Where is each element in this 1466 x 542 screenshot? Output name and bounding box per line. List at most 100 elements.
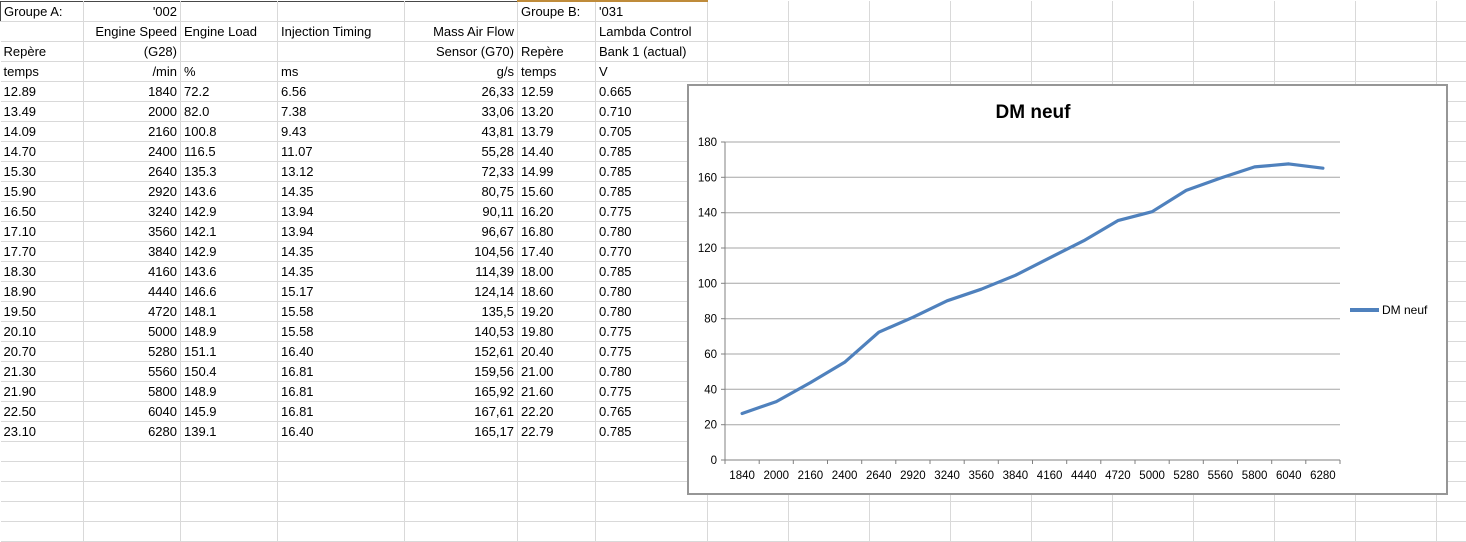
grid-cell-injection-timing-r3[interactable]: ms [278, 62, 405, 82]
grid-cell-mass-air-flow-r3[interactable]: g/s [405, 62, 518, 82]
grid-cell-empty[interactable] [951, 42, 1032, 62]
grid-cell-engine-load-r21[interactable]: 139.1 [181, 422, 278, 442]
grid-cell-mass-air-flow-r26[interactable] [405, 522, 518, 542]
grid-cell-repere-temps-a-r20[interactable]: 22.50 [1, 402, 84, 422]
grid-cell-mass-air-flow-r5[interactable]: 33,06 [405, 102, 518, 122]
grid-cell-mass-air-flow-r11[interactable]: 96,67 [405, 222, 518, 242]
grid-cell-empty[interactable] [1356, 522, 1437, 542]
grid-cell-repere-temps-a-r26[interactable] [1, 522, 84, 542]
grid-cell-empty[interactable] [1275, 62, 1356, 82]
grid-cell-engine-speed-r26[interactable] [84, 522, 181, 542]
chart-title[interactable]: DM neuf [996, 102, 1072, 123]
grid-cell-injection-timing-r17[interactable]: 16.40 [278, 342, 405, 362]
grid-cell-mass-air-flow-r1[interactable]: Mass Air Flow [405, 22, 518, 42]
grid-cell-engine-speed-r7[interactable]: 2400 [84, 142, 181, 162]
grid-cell-injection-timing-r12[interactable]: 14.35 [278, 242, 405, 262]
grid-cell-engine-load-r2[interactable] [181, 42, 278, 62]
grid-cell-empty[interactable] [1356, 22, 1437, 42]
grid-cell-repere-temps-b-r15[interactable]: 19.20 [518, 302, 596, 322]
grid-cell-empty[interactable] [1356, 502, 1437, 522]
grid-cell-injection-timing-r6[interactable]: 9.43 [278, 122, 405, 142]
grid-cell-empty[interactable] [789, 502, 870, 522]
grid-cell-empty[interactable] [1194, 42, 1275, 62]
grid-cell-empty[interactable] [1437, 502, 1466, 522]
grid-cell-injection-timing-r20[interactable]: 16.81 [278, 402, 405, 422]
grid-cell-engine-speed-r8[interactable]: 2640 [84, 162, 181, 182]
grid-cell-empty[interactable] [1275, 522, 1356, 542]
grid-cell-empty[interactable] [1194, 522, 1275, 542]
grid-cell-repere-temps-b-r14[interactable]: 18.60 [518, 282, 596, 302]
grid-cell-mass-air-flow-r25[interactable] [405, 502, 518, 522]
grid-cell-empty[interactable] [1194, 502, 1275, 522]
grid-cell-injection-timing-r0[interactable] [278, 1, 405, 22]
grid-cell-repere-temps-a-r19[interactable]: 21.90 [1, 382, 84, 402]
grid-cell-empty[interactable] [870, 1, 951, 22]
grid-cell-repere-temps-a-r8[interactable]: 15.30 [1, 162, 84, 182]
grid-cell-engine-load-r16[interactable]: 148.9 [181, 322, 278, 342]
grid-cell-repere-temps-b-r7[interactable]: 14.40 [518, 142, 596, 162]
grid-cell-repere-temps-a-r23[interactable] [1, 462, 84, 482]
grid-cell-engine-speed-r10[interactable]: 3240 [84, 202, 181, 222]
grid-cell-empty[interactable] [789, 62, 870, 82]
grid-cell-engine-speed-r16[interactable]: 5000 [84, 322, 181, 342]
grid-cell-mass-air-flow-r13[interactable]: 114,39 [405, 262, 518, 282]
grid-cell-empty[interactable] [1275, 502, 1356, 522]
grid-cell-lambda-control-r1[interactable]: Lambda Control [596, 22, 708, 42]
grid-cell-mass-air-flow-r17[interactable]: 152,61 [405, 342, 518, 362]
grid-cell-repere-temps-b-r0[interactable]: Groupe B: [518, 1, 596, 22]
grid-cell-empty[interactable] [951, 502, 1032, 522]
grid-cell-injection-timing-r26[interactable] [278, 522, 405, 542]
grid-cell-empty[interactable] [1113, 62, 1194, 82]
grid-cell-lambda-control-r26[interactable] [596, 522, 708, 542]
grid-cell-engine-speed-r12[interactable]: 3840 [84, 242, 181, 262]
chart-legend[interactable]: DM neuf [1350, 303, 1428, 317]
grid-cell-engine-speed-r18[interactable]: 5560 [84, 362, 181, 382]
grid-cell-injection-timing-r8[interactable]: 13.12 [278, 162, 405, 182]
grid-cell-empty[interactable] [870, 502, 951, 522]
grid-cell-injection-timing-r14[interactable]: 15.17 [278, 282, 405, 302]
grid-cell-injection-timing-r23[interactable] [278, 462, 405, 482]
grid-cell-repere-temps-a-r10[interactable]: 16.50 [1, 202, 84, 222]
grid-cell-empty[interactable] [1275, 22, 1356, 42]
grid-cell-empty[interactable] [708, 502, 789, 522]
grid-cell-mass-air-flow-r16[interactable]: 140,53 [405, 322, 518, 342]
grid-cell-empty[interactable] [1437, 22, 1466, 42]
grid-cell-empty[interactable] [1275, 42, 1356, 62]
grid-cell-repere-temps-a-r12[interactable]: 17.70 [1, 242, 84, 262]
grid-cell-repere-temps-a-r11[interactable]: 17.10 [1, 222, 84, 242]
grid-cell-engine-load-r23[interactable] [181, 462, 278, 482]
grid-cell-engine-load-r0[interactable] [181, 1, 278, 22]
grid-cell-repere-temps-b-r24[interactable] [518, 482, 596, 502]
grid-cell-engine-load-r8[interactable]: 135.3 [181, 162, 278, 182]
grid-cell-repere-temps-b-r2[interactable]: Repère [518, 42, 596, 62]
grid-cell-injection-timing-r21[interactable]: 16.40 [278, 422, 405, 442]
grid-cell-engine-speed-r1[interactable]: Engine Speed [84, 22, 181, 42]
grid-cell-engine-speed-r19[interactable]: 5800 [84, 382, 181, 402]
grid-cell-mass-air-flow-r2[interactable]: Sensor (G70) [405, 42, 518, 62]
grid-cell-engine-load-r26[interactable] [181, 522, 278, 542]
grid-cell-empty[interactable] [1113, 522, 1194, 542]
grid-cell-repere-temps-a-r18[interactable]: 21.30 [1, 362, 84, 382]
grid-cell-empty[interactable] [789, 522, 870, 542]
grid-cell-engine-speed-r4[interactable]: 1840 [84, 82, 181, 102]
grid-cell-repere-temps-b-r12[interactable]: 17.40 [518, 242, 596, 262]
grid-cell-engine-load-r3[interactable]: % [181, 62, 278, 82]
grid-cell-engine-speed-r22[interactable] [84, 442, 181, 462]
grid-cell-engine-load-r20[interactable]: 145.9 [181, 402, 278, 422]
grid-cell-repere-temps-b-r9[interactable]: 15.60 [518, 182, 596, 202]
grid-cell-mass-air-flow-r19[interactable]: 165,92 [405, 382, 518, 402]
grid-cell-engine-load-r4[interactable]: 72.2 [181, 82, 278, 102]
grid-cell-empty[interactable] [1356, 42, 1437, 62]
grid-cell-repere-temps-a-r15[interactable]: 19.50 [1, 302, 84, 322]
grid-cell-mass-air-flow-r10[interactable]: 90,11 [405, 202, 518, 222]
grid-cell-repere-temps-a-r7[interactable]: 14.70 [1, 142, 84, 162]
grid-cell-repere-temps-a-r3[interactable]: temps [1, 62, 84, 82]
grid-cell-repere-temps-b-r1[interactable] [518, 22, 596, 42]
grid-cell-injection-timing-r24[interactable] [278, 482, 405, 502]
grid-cell-empty[interactable] [1032, 62, 1113, 82]
grid-cell-injection-timing-r1[interactable]: Injection Timing [278, 22, 405, 42]
grid-cell-engine-load-r5[interactable]: 82.0 [181, 102, 278, 122]
grid-cell-engine-load-r24[interactable] [181, 482, 278, 502]
grid-cell-mass-air-flow-r22[interactable] [405, 442, 518, 462]
grid-cell-empty[interactable] [951, 1, 1032, 22]
